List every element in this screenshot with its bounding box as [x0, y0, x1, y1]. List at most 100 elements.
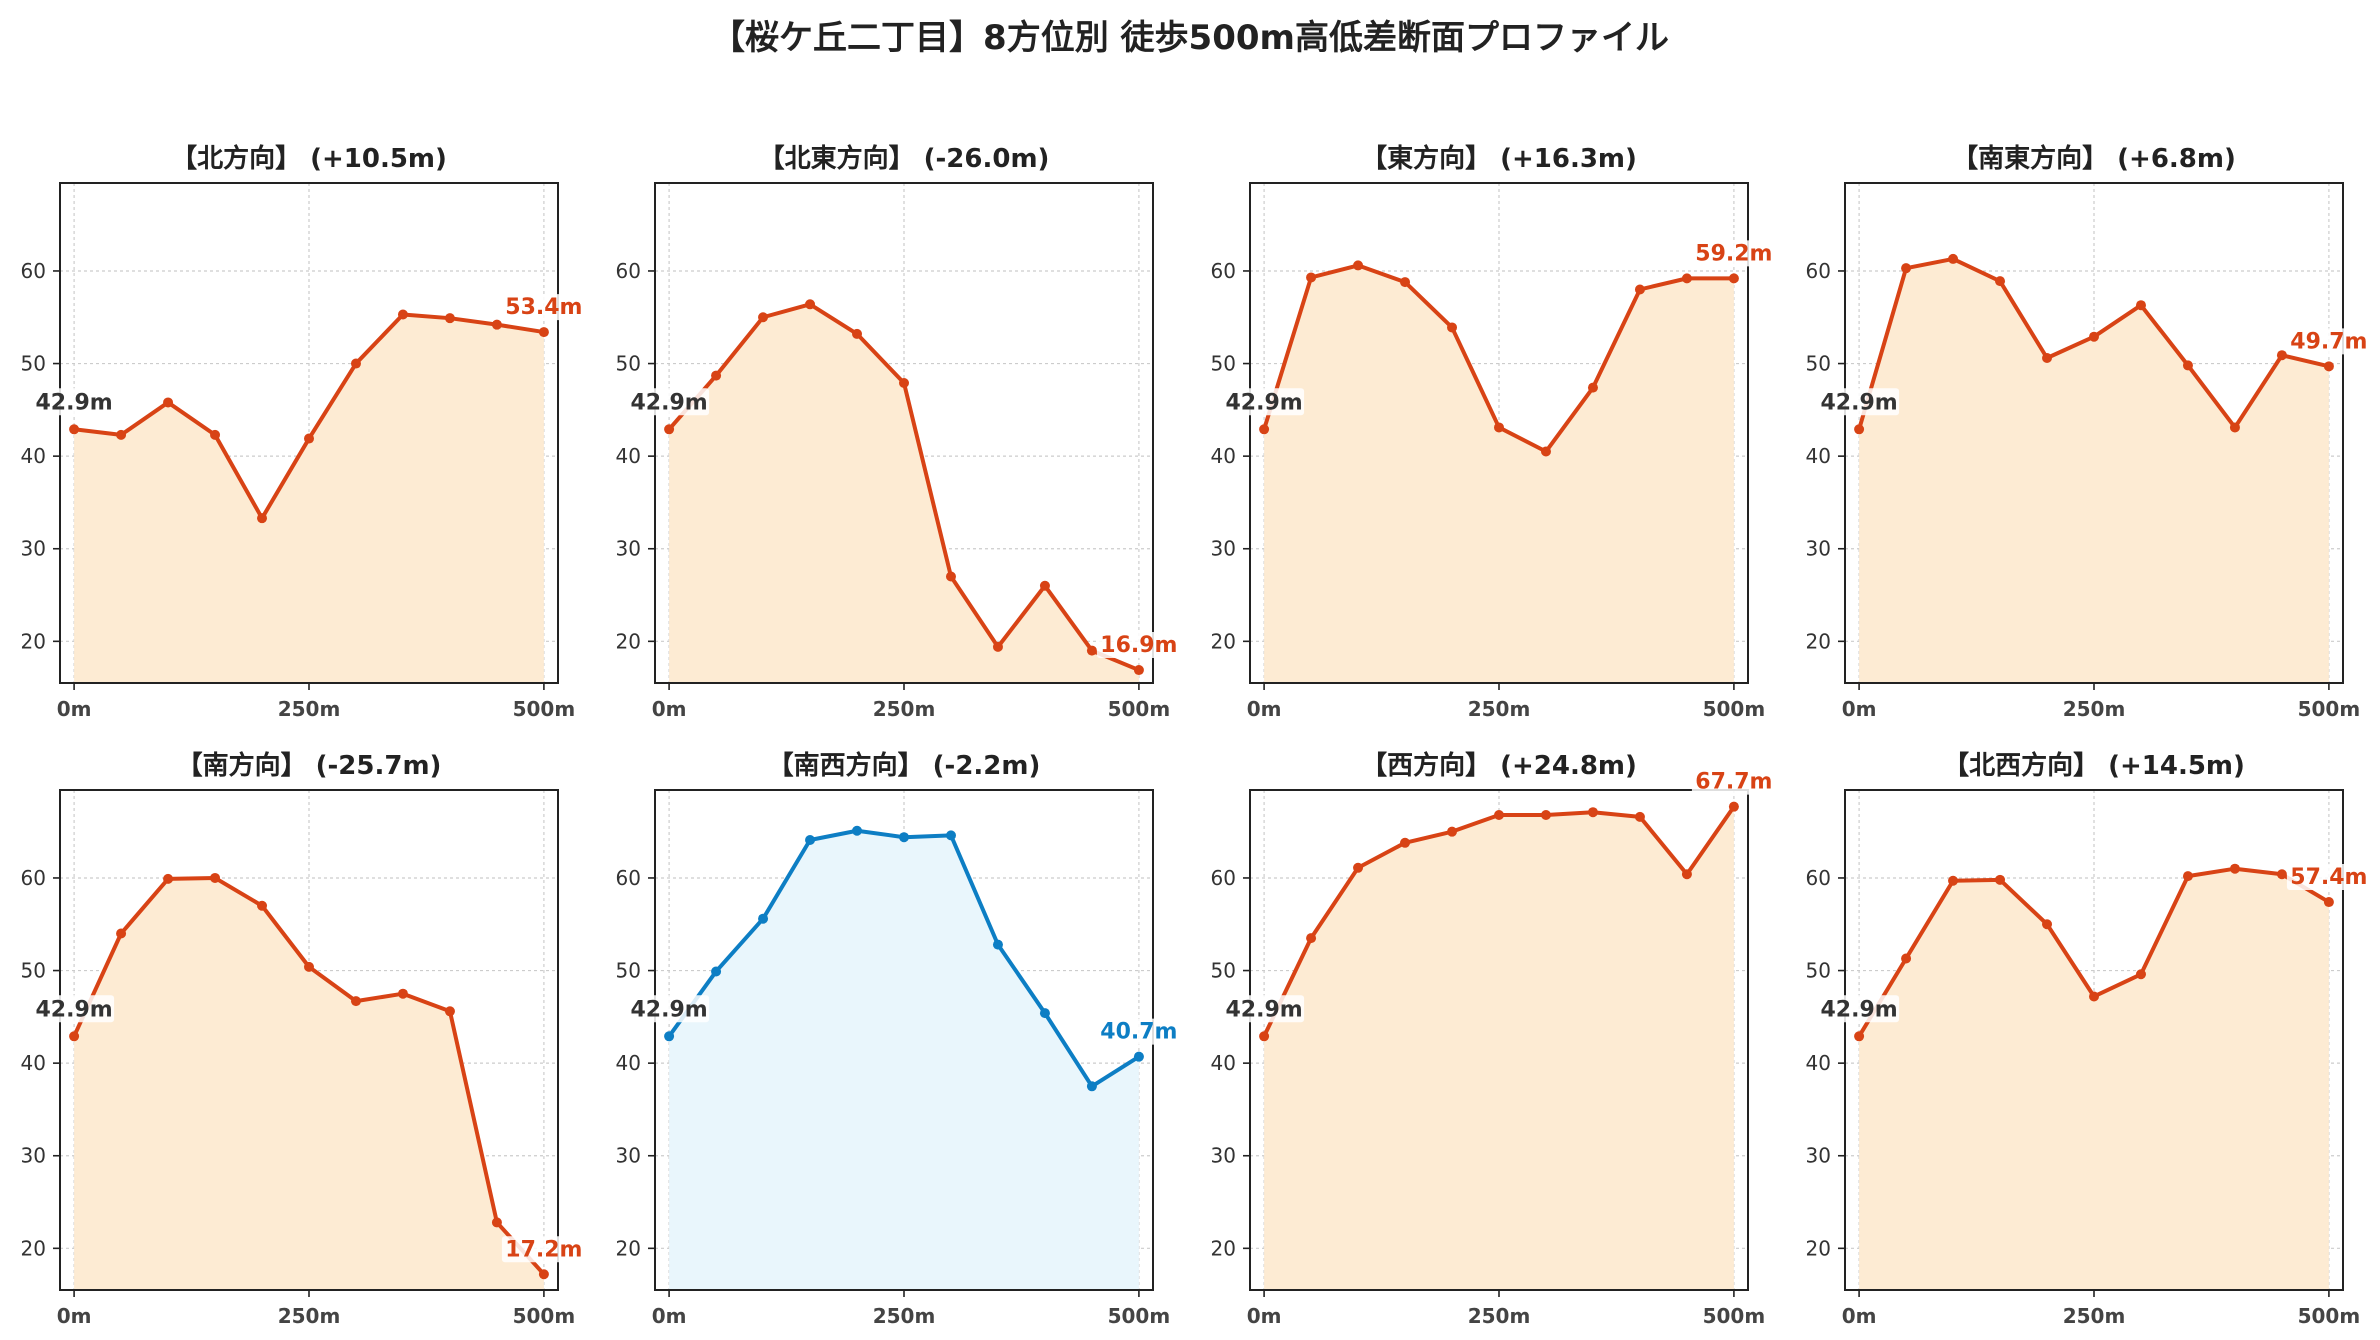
x-tick-label: 250m	[1468, 697, 1531, 721]
data-point	[69, 1031, 80, 1042]
x-tick-label: 500m	[1108, 697, 1171, 721]
chart-panel-2: 【北東方向】 (-26.0m) 20 30 40 50 60 0m 250m 500m 42.9m…	[616, 143, 1181, 721]
y-tick-label: 30	[1211, 1144, 1236, 1168]
y-tick-label: 20	[616, 629, 641, 653]
data-point	[1540, 810, 1551, 820]
data-point	[1587, 807, 1598, 818]
data-point	[852, 328, 863, 339]
data-point	[491, 319, 502, 330]
start-label-box	[1224, 995, 1305, 1023]
data-point	[2229, 422, 2240, 433]
y-tick-label: 30	[1806, 537, 1831, 561]
panel-title: 【南方向】 (-25.7m)	[177, 750, 442, 781]
panel-title: 【北東方向】 (-26.0m)	[759, 143, 1050, 174]
y-tick-label: 50	[1806, 959, 1831, 983]
start-label-box	[1224, 388, 1305, 416]
data-point	[945, 830, 956, 841]
data-point	[2229, 863, 2240, 874]
y-tick-label: 60	[616, 259, 641, 283]
panel-title: 【東方向】 (+16.3m)	[1361, 143, 1637, 174]
data-point	[711, 370, 722, 381]
figure-title: 【桜ケ丘二丁目】8方位別 徒歩500m高低差断面プロファイル	[711, 18, 1669, 58]
data-point	[2323, 361, 2334, 372]
data-point	[397, 988, 408, 999]
data-point	[1086, 645, 1097, 656]
y-tick-label: 40	[1211, 1051, 1236, 1075]
x-tick-label: 250m	[2063, 697, 2126, 721]
y-tick-label: 20	[1211, 1236, 1236, 1260]
data-point	[1447, 322, 1458, 333]
x-tick-label: 250m	[278, 1304, 341, 1328]
data-point	[711, 966, 722, 977]
panel-title: 【西方向】 (+24.8m)	[1361, 750, 1637, 781]
y-tick-label: 40	[616, 444, 641, 468]
data-point	[1587, 382, 1598, 393]
area-fill	[1264, 806, 1734, 1290]
data-point	[2276, 869, 2287, 880]
data-point	[397, 309, 408, 320]
y-tick-label: 30	[1211, 537, 1236, 561]
data-point	[1901, 953, 1912, 964]
y-tick-label: 40	[21, 444, 46, 468]
data-point	[1400, 837, 1411, 848]
x-tick-label: 0m	[1247, 1304, 1282, 1328]
data-point	[805, 835, 816, 845]
data-point	[2182, 871, 2193, 882]
end-label-box	[1691, 768, 1776, 795]
data-point	[899, 832, 909, 843]
start-label: 42.9m	[1225, 997, 1302, 1022]
start-label-box	[629, 995, 710, 1023]
data-point	[444, 313, 455, 324]
y-tick-label: 30	[616, 537, 641, 561]
chart-panel-7: 【西方向】 (+24.8m) 20 30 40 50 60 0m 250m 500m 42.9m 6…	[1211, 750, 1776, 1328]
data-point	[1353, 260, 1364, 271]
start-label-box	[34, 388, 115, 416]
start-label-box	[1819, 995, 1900, 1023]
chart-panel-8: 【北西方向】 (+14.5m) 20 30 40 50 60 0m 250m 500m 42.9m…	[1806, 750, 2371, 1328]
data-point	[1400, 277, 1411, 288]
data-point	[664, 1031, 675, 1042]
data-point	[1728, 273, 1739, 284]
data-point	[2135, 300, 2146, 311]
data-point	[350, 996, 361, 1007]
data-point	[1039, 1008, 1050, 1019]
start-label-box	[1819, 388, 1900, 416]
panel-title: 【南西方向】 (-2.2m)	[768, 750, 1041, 781]
data-point	[992, 939, 1003, 950]
data-point	[2323, 897, 2334, 908]
y-tick-label: 40	[1806, 444, 1831, 468]
chart-panel-1: 【北方向】 (+10.5m) 20 30 40 50 60 0m 250m 500m 42.9m 5…	[21, 143, 586, 721]
x-tick-label: 0m	[57, 697, 92, 721]
data-point	[538, 1269, 549, 1280]
end-label-box	[501, 294, 586, 321]
data-point	[2042, 353, 2053, 363]
data-point	[1447, 826, 1458, 837]
data-point	[805, 299, 816, 310]
data-point	[444, 1006, 455, 1017]
data-point	[1133, 1051, 1144, 1062]
end-label-box	[2286, 328, 2371, 355]
y-tick-label: 60	[1806, 259, 1831, 283]
area-fill	[669, 304, 1139, 683]
data-point	[1854, 1031, 1865, 1042]
end-label: 40.7m	[1100, 1020, 1177, 1045]
area-fill	[1859, 868, 2329, 1290]
x-tick-label: 500m	[513, 697, 576, 721]
x-tick-label: 250m	[873, 1304, 936, 1328]
chart-panel-3: 【東方向】 (+16.3m) 20 30 40 50 60 0m 250m 500m 42.9m 5…	[1211, 143, 1776, 721]
end-label-box	[501, 1236, 586, 1263]
start-label: 42.9m	[35, 390, 112, 415]
data-point	[1995, 276, 2006, 287]
data-point	[1133, 665, 1144, 676]
data-point	[2135, 969, 2146, 980]
y-tick-label: 60	[616, 866, 641, 890]
data-point	[1681, 273, 1692, 284]
start-label: 42.9m	[1820, 997, 1897, 1022]
y-tick-label: 60	[21, 866, 46, 890]
data-point	[1259, 424, 1270, 435]
y-tick-label: 20	[1806, 629, 1831, 653]
x-tick-label: 0m	[652, 1304, 687, 1328]
y-tick-label: 20	[21, 629, 46, 653]
y-tick-label: 40	[1806, 1051, 1831, 1075]
